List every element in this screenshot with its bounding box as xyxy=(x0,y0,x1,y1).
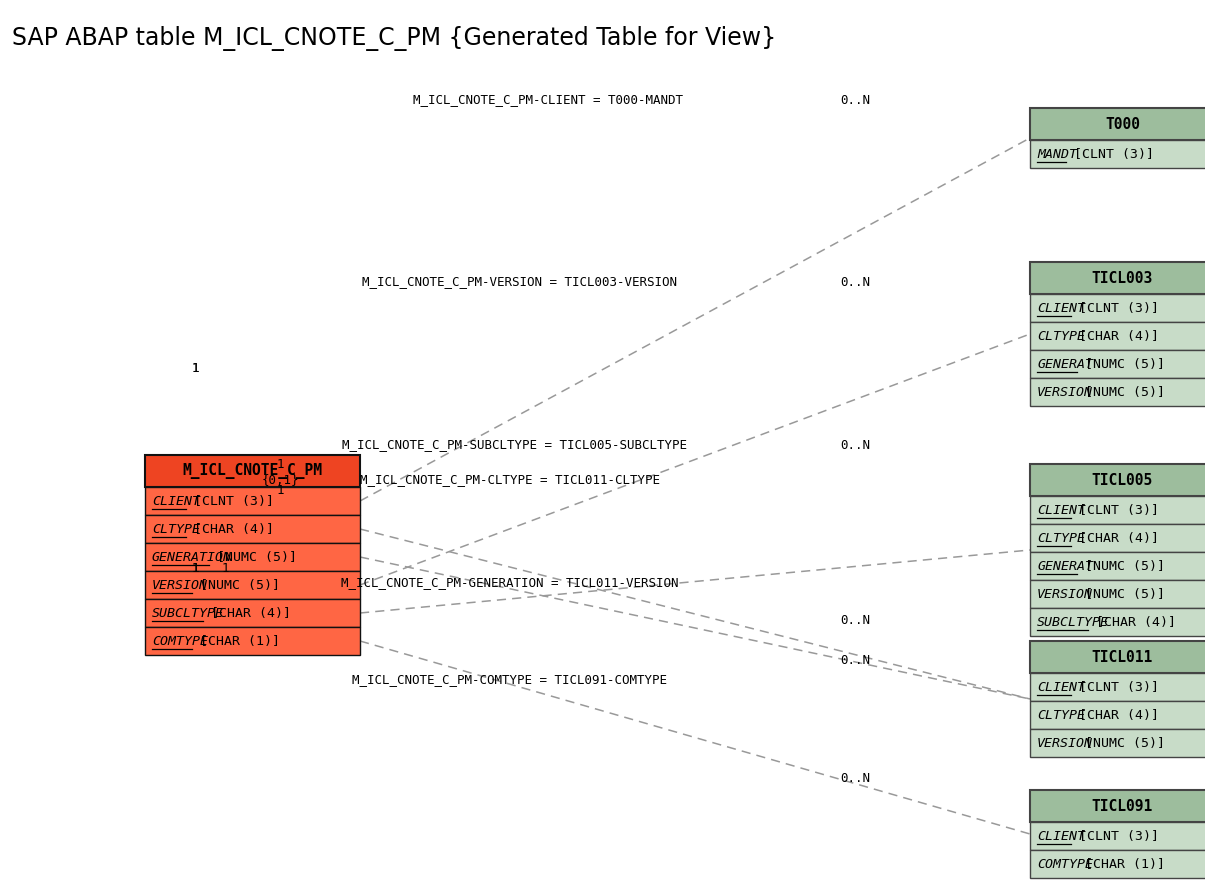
Bar xyxy=(145,599,360,627)
Text: [CLNT (3)]: [CLNT (3)] xyxy=(1071,680,1159,693)
Bar xyxy=(145,627,360,655)
Text: 0..N: 0..N xyxy=(840,276,870,289)
Text: [CHAR (4)]: [CHAR (4)] xyxy=(1071,330,1159,342)
Bar xyxy=(1030,108,1205,140)
Text: [CLNT (3)]: [CLNT (3)] xyxy=(1071,503,1159,517)
Text: TICL003: TICL003 xyxy=(1092,270,1153,285)
Bar xyxy=(1030,608,1205,636)
Bar xyxy=(1030,294,1205,322)
Text: M_ICL_CNOTE_C_PM-CLIENT = T000-MANDT: M_ICL_CNOTE_C_PM-CLIENT = T000-MANDT xyxy=(413,93,683,107)
Text: [CHAR (1)]: [CHAR (1)] xyxy=(192,635,280,647)
Text: [CHAR (4)]: [CHAR (4)] xyxy=(1071,532,1159,544)
Text: TICL011: TICL011 xyxy=(1092,650,1153,664)
Bar xyxy=(1030,673,1205,701)
Text: CLIENT: CLIENT xyxy=(1038,503,1084,517)
Text: TICL005: TICL005 xyxy=(1092,472,1153,487)
Bar xyxy=(145,543,360,571)
Bar xyxy=(1030,729,1205,757)
Text: SAP ABAP table M_ICL_CNOTE_C_PM {Generated Table for View}: SAP ABAP table M_ICL_CNOTE_C_PM {Generat… xyxy=(12,26,776,51)
Text: [CLNT (3)]: [CLNT (3)] xyxy=(1065,148,1153,161)
Text: [CHAR (1)]: [CHAR (1)] xyxy=(1077,858,1165,870)
Text: 0..N: 0..N xyxy=(840,653,870,667)
Text: [CHAR (4)]: [CHAR (4)] xyxy=(1088,615,1176,629)
Text: [CHAR (4)]: [CHAR (4)] xyxy=(1071,709,1159,722)
Text: VERSION: VERSION xyxy=(1038,736,1093,749)
Text: CLTYPE: CLTYPE xyxy=(1038,532,1084,544)
Text: CLTYPE: CLTYPE xyxy=(152,523,200,535)
Bar xyxy=(1030,350,1205,378)
Text: SUBCLTYPE: SUBCLTYPE xyxy=(152,606,224,620)
Bar xyxy=(1030,580,1205,608)
Text: CLTYPE: CLTYPE xyxy=(1038,709,1084,722)
Text: CLIENT: CLIENT xyxy=(1038,301,1084,315)
Bar xyxy=(145,487,360,515)
Bar xyxy=(1030,701,1205,729)
Text: 1: 1 xyxy=(276,458,283,470)
Text: 0..N: 0..N xyxy=(840,438,870,452)
Bar xyxy=(145,515,360,543)
Bar xyxy=(1030,496,1205,524)
Text: TICL091: TICL091 xyxy=(1092,798,1153,813)
Text: COMTYPE: COMTYPE xyxy=(1038,858,1093,870)
Text: 1: 1 xyxy=(276,484,283,496)
Text: M_ICL_CNOTE_C_PM-COMTYPE = TICL091-COMTYPE: M_ICL_CNOTE_C_PM-COMTYPE = TICL091-COMTY… xyxy=(353,674,668,686)
Text: [NUMC (5)]: [NUMC (5)] xyxy=(192,579,280,591)
Text: [NUMC (5)]: [NUMC (5)] xyxy=(208,550,296,564)
Text: [NUMC (5)]: [NUMC (5)] xyxy=(1077,588,1165,600)
Text: [NUMC (5)]: [NUMC (5)] xyxy=(1077,736,1165,749)
Text: [CHAR (4)]: [CHAR (4)] xyxy=(204,606,292,620)
Text: M_ICL_CNOTE_C_PM-GENERATION = TICL011-VERSION: M_ICL_CNOTE_C_PM-GENERATION = TICL011-VE… xyxy=(341,576,678,589)
Text: [NUMC (5)]: [NUMC (5)] xyxy=(1077,386,1165,398)
Text: 0..N: 0..N xyxy=(840,93,870,107)
Text: GENERAT: GENERAT xyxy=(1038,357,1093,371)
Text: 1: 1 xyxy=(192,362,199,374)
Bar xyxy=(1030,140,1205,168)
Text: GENERATION: GENERATION xyxy=(152,550,233,564)
Text: [NUMC (5)]: [NUMC (5)] xyxy=(1077,357,1165,371)
Bar xyxy=(1030,822,1205,850)
Text: {0,1}: {0,1} xyxy=(261,474,299,486)
Text: CLIENT: CLIENT xyxy=(1038,829,1084,843)
Text: T000: T000 xyxy=(1105,116,1140,132)
Text: COMTYPE: COMTYPE xyxy=(152,635,208,647)
Text: M_ICL_CNOTE_C_PM-CLTYPE = TICL011-CLTYPE: M_ICL_CNOTE_C_PM-CLTYPE = TICL011-CLTYPE xyxy=(360,474,660,486)
Bar xyxy=(1030,524,1205,552)
Bar xyxy=(145,455,360,487)
Text: [CHAR (4)]: [CHAR (4)] xyxy=(187,523,275,535)
Text: CLTYPE: CLTYPE xyxy=(1038,330,1084,342)
Bar xyxy=(1030,552,1205,580)
Text: SUBCLTYPE: SUBCLTYPE xyxy=(1038,615,1109,629)
Text: GENERAT: GENERAT xyxy=(1038,559,1093,573)
Text: CLIENT: CLIENT xyxy=(1038,680,1084,693)
Text: [CLNT (3)]: [CLNT (3)] xyxy=(187,494,275,508)
Text: M_ICL_CNOTE_C_PM-SUBCLTYPE = TICL005-SUBCLTYPE: M_ICL_CNOTE_C_PM-SUBCLTYPE = TICL005-SUB… xyxy=(342,438,688,452)
Text: 1: 1 xyxy=(192,562,199,574)
Text: 0..N: 0..N xyxy=(840,772,870,784)
Text: [NUMC (5)]: [NUMC (5)] xyxy=(1077,559,1165,573)
Text: 1: 1 xyxy=(192,562,199,574)
Bar xyxy=(1030,464,1205,496)
Text: VERSION: VERSION xyxy=(152,579,208,591)
Bar xyxy=(1030,641,1205,673)
Text: M_ICL_CNOTE_C_PM-VERSION = TICL003-VERSION: M_ICL_CNOTE_C_PM-VERSION = TICL003-VERSI… xyxy=(363,276,677,289)
Text: VERSION: VERSION xyxy=(1038,588,1093,600)
Text: 1: 1 xyxy=(222,562,229,574)
Bar xyxy=(1030,850,1205,878)
Text: [CLNT (3)]: [CLNT (3)] xyxy=(1071,829,1159,843)
Text: MANDT: MANDT xyxy=(1038,148,1077,161)
Text: 1: 1 xyxy=(192,362,199,374)
Bar xyxy=(145,571,360,599)
Text: [CLNT (3)]: [CLNT (3)] xyxy=(1071,301,1159,315)
Bar xyxy=(1030,262,1205,294)
Text: 0..N: 0..N xyxy=(840,613,870,627)
Text: M_ICL_CNOTE_C_PM: M_ICL_CNOTE_C_PM xyxy=(182,463,323,479)
Bar xyxy=(1030,790,1205,822)
Text: CLIENT: CLIENT xyxy=(152,494,200,508)
Bar xyxy=(1030,322,1205,350)
Bar xyxy=(1030,378,1205,406)
Text: VERSION: VERSION xyxy=(1038,386,1093,398)
